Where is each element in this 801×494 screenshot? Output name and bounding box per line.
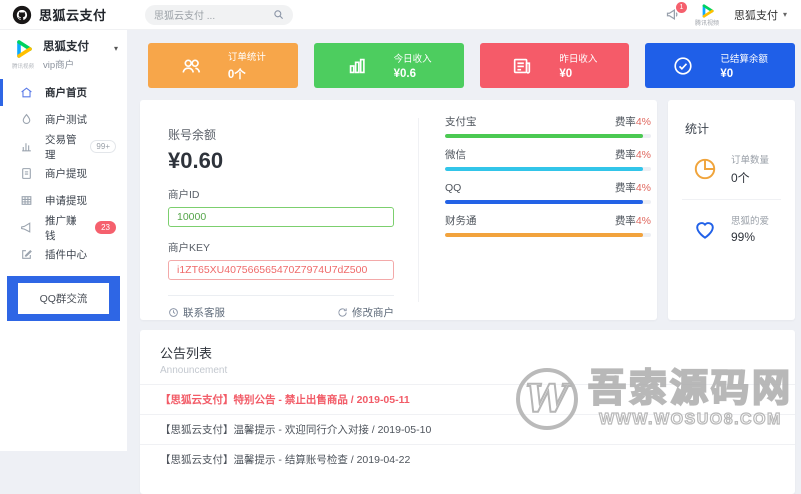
balance-value: ¥0.60	[168, 148, 224, 173]
qq-group-button[interactable]: QQ群交流	[7, 276, 120, 322]
badge-count: 99+	[90, 140, 116, 154]
modify-merchant-link[interactable]: 修改商户	[337, 305, 394, 320]
channel-row-tenpay: 财务通 费率4%	[445, 213, 651, 244]
search-placeholder: 思狐云支付 ...	[154, 11, 216, 22]
announcement-item[interactable]: 【思狐云支付】特别公告 - 禁止出售商品 / 2019-05-11	[140, 384, 795, 414]
header-avatar[interactable]: 腾讯视频	[695, 2, 719, 27]
statistics-title: 统计	[685, 122, 710, 136]
stat-card-orders: 订单统计 0个	[148, 43, 298, 88]
stat-card-yesterday-income: 昨日收入 ¥0	[479, 43, 630, 88]
divider	[418, 118, 419, 302]
notification-button[interactable]: 1	[665, 2, 687, 22]
bar-chart-icon	[346, 55, 368, 77]
statistics-panel: 统计 订单数量 0个 思狐的爱 99%	[668, 100, 795, 320]
announcement-item[interactable]: 【思狐云支付】温馨提示 - 欢迎同行介入对接 / 2019-05-10	[140, 414, 795, 444]
tencent-video-icon	[698, 2, 716, 20]
check-circle-icon	[672, 55, 694, 77]
clock-icon	[168, 307, 179, 318]
progress-fill	[445, 134, 643, 138]
account-panel: 账号余额 ¥0.60 商户ID 10000 商户KEY i1ZT65XU4075…	[140, 100, 657, 320]
header-right: 1 腾讯视频 思狐支付 ▾	[665, 2, 801, 27]
stat-row-order-count: 订单数量 0个	[668, 139, 795, 199]
brand-name: 思狐云支付	[39, 8, 107, 23]
bar-chart-icon	[20, 140, 33, 153]
sidebar-nav: 商户首页 商户测试 交易管理 99+ 商户提现 申请提现	[0, 79, 127, 268]
pie-chart-icon	[692, 156, 718, 182]
merchant-key-field[interactable]: i1ZT65XU407566565470Z7974U7dZ500	[168, 260, 394, 280]
github-cat-icon	[12, 5, 32, 25]
notification-badge: 1	[675, 2, 687, 13]
avatar-caption: 腾讯视频	[694, 21, 719, 27]
drop-icon	[20, 113, 33, 126]
profile-role: vip商户	[43, 60, 75, 72]
merchant-key-label: 商户KEY	[168, 242, 211, 254]
progress-track	[445, 200, 651, 204]
sidebar: 腾讯视频 思狐支付 vip商户 ▾ 商户首页 商户测试 交易管理 99+	[0, 30, 127, 451]
contact-support-link[interactable]: 联系客服	[168, 305, 225, 320]
stat-row-love: 思狐的爱 99%	[668, 200, 795, 257]
merchant-id-label: 商户ID	[168, 189, 200, 201]
progress-fill	[445, 167, 643, 171]
announcement-subtitle: Announcement	[160, 365, 228, 376]
badge-count: 23	[95, 221, 116, 235]
merchant-id-field[interactable]: 10000	[168, 207, 394, 227]
channel-rates: 支付宝 费率4% 微信 费率4% QQ 费率4%	[445, 112, 651, 244]
channel-row-alipay: 支付宝 费率4%	[445, 114, 651, 145]
user-menu[interactable]: 思狐支付 ▾	[734, 7, 787, 23]
grid-icon	[20, 194, 33, 207]
progress-track	[445, 167, 651, 171]
progress-track	[445, 233, 651, 237]
edit-icon	[20, 248, 33, 261]
users-icon	[180, 55, 202, 77]
brand: 思狐云支付	[0, 5, 127, 25]
balance-column: 账号余额 ¥0.60 商户ID 10000 商户KEY i1ZT65XU4075…	[168, 100, 394, 320]
megaphone-icon	[665, 7, 680, 22]
announcement-title: 公告列表	[160, 346, 213, 361]
home-icon	[20, 86, 33, 99]
profile-avatar-caption: 腾讯视频	[11, 64, 34, 70]
sidebar-item-merchant-test[interactable]: 商户测试	[0, 106, 127, 133]
sidebar-item-transactions[interactable]: 交易管理 99+	[0, 133, 127, 161]
refresh-icon	[337, 307, 348, 318]
stat-card-today-income: 今日收入 ¥0.6	[313, 43, 464, 88]
channel-row-wechat: 微信 费率4%	[445, 147, 651, 178]
file-icon	[20, 167, 33, 180]
divider	[682, 199, 781, 200]
sidebar-item-merchant-home[interactable]: 商户首页	[0, 79, 127, 107]
newspaper-icon	[511, 55, 533, 77]
main-content: 订单统计 0个 今日收入 ¥0.6 昨日收入 ¥0	[127, 30, 801, 494]
channel-row-qq: QQ 费率4%	[445, 180, 651, 211]
profile-name: 思狐支付	[43, 41, 89, 53]
user-name: 思狐支付	[733, 9, 778, 22]
sidebar-profile[interactable]: 腾讯视频 思狐支付 vip商户 ▾	[0, 30, 127, 77]
stat-cards: 订单统计 0个 今日收入 ¥0.6 昨日收入 ¥0	[148, 43, 795, 88]
sidebar-item-promote-earn[interactable]: 推广赚钱 23	[0, 214, 127, 242]
megaphone-icon	[20, 221, 33, 234]
heart-icon	[692, 216, 718, 242]
top-header: 思狐云支付 思狐云支付 ... 1 腾讯视频 思狐支付 ▾	[0, 0, 801, 30]
profile-avatar: 腾讯视频	[11, 37, 35, 70]
progress-track	[445, 134, 651, 138]
search-icon	[273, 9, 284, 20]
search-input[interactable]: 思狐云支付 ...	[145, 4, 293, 25]
chevron-down-icon: ▾	[113, 44, 118, 53]
announcement-item[interactable]: 【思狐云支付】温馨提示 - 结算账号检查 / 2019-04-22	[140, 444, 795, 474]
progress-fill	[445, 233, 643, 237]
announcement-panel: 公告列表 Announcement 【思狐云支付】特别公告 - 禁止出售商品 /…	[140, 330, 795, 494]
sidebar-item-plugin-center[interactable]: 插件中心	[0, 241, 127, 268]
chevron-down-icon: ▾	[782, 10, 787, 19]
sidebar-item-apply-withdraw[interactable]: 申请提现	[0, 187, 127, 214]
balance-label: 账号余额	[168, 128, 217, 142]
sidebar-item-merchant-withdraw[interactable]: 商户提现	[0, 160, 127, 187]
stat-card-settled-balance: 已结算余额 ¥0	[645, 43, 795, 88]
progress-fill	[445, 200, 643, 204]
divider	[168, 295, 394, 296]
